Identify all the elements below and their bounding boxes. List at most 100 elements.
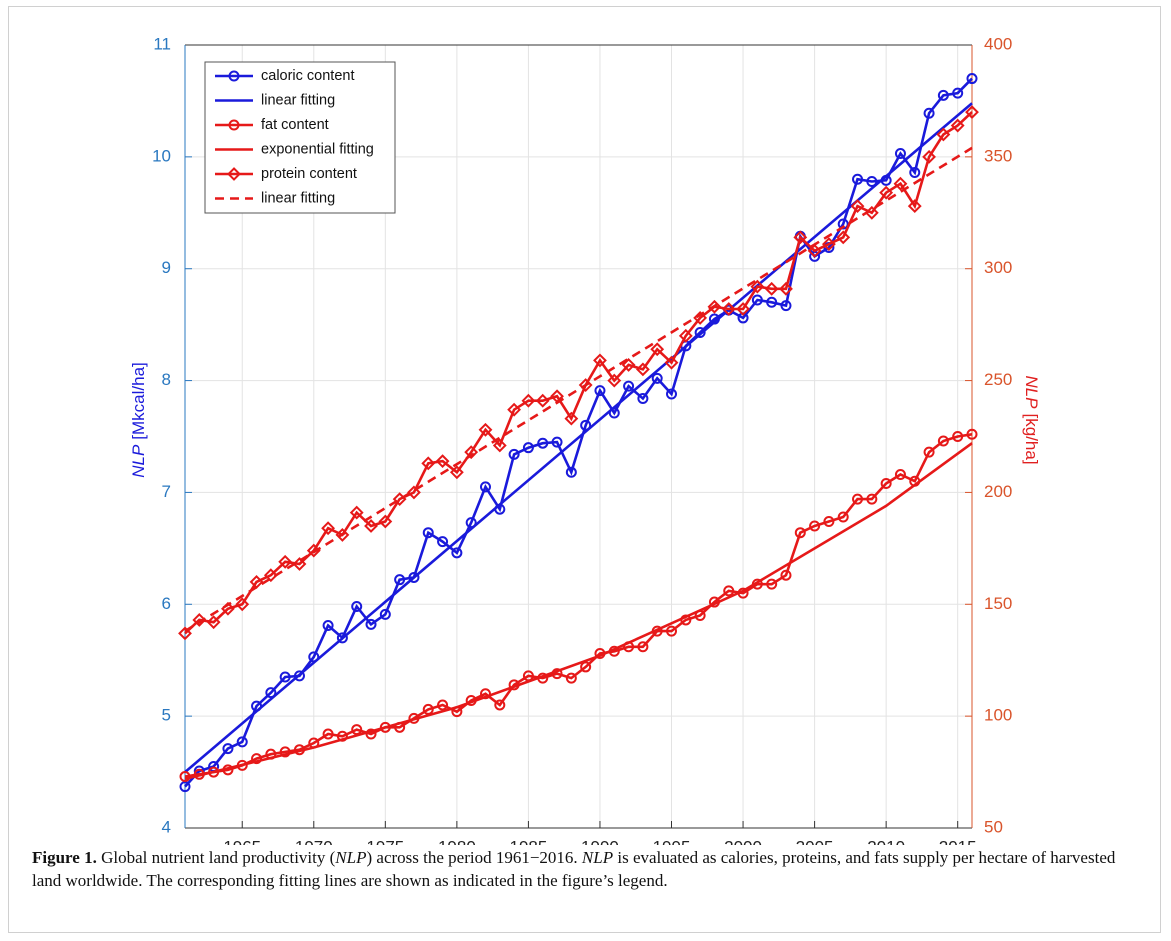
- legend-label: linear fitting: [261, 190, 335, 206]
- data-point: [593, 353, 607, 368]
- data-point: [594, 385, 606, 397]
- data-point: [607, 373, 622, 388]
- y-axis-label-unit: [Mkcal/ha]: [129, 362, 148, 439]
- y2-tick-label: 400: [984, 34, 1012, 53]
- data-point: [766, 578, 778, 590]
- caption-text: Global nutrient land productivity (: [101, 848, 336, 867]
- y2-tick-label: 300: [984, 258, 1012, 277]
- figure-frame: [8, 6, 1161, 933]
- data-point: [421, 456, 436, 471]
- data-point: [378, 514, 393, 529]
- series-line: [184, 442, 973, 781]
- x-tick-label: 1970: [295, 837, 333, 845]
- data-point: [880, 477, 892, 489]
- data-point: [651, 372, 663, 384]
- data-point: [365, 728, 377, 740]
- data-point: [823, 516, 835, 528]
- data-point: [736, 302, 750, 316]
- caption-label: Figure 1.: [32, 848, 97, 867]
- data-point: [637, 392, 649, 404]
- data-point: [322, 620, 334, 632]
- data-point: [852, 493, 864, 505]
- legend-label: exponential fitting: [261, 141, 374, 157]
- data-point: [435, 454, 450, 469]
- data-point: [437, 699, 449, 711]
- data-point: [751, 294, 763, 306]
- data-point: [723, 585, 735, 597]
- data-point: [508, 448, 520, 460]
- y-tick-label: 10: [152, 146, 171, 165]
- data-point: [952, 87, 964, 99]
- legend-marker: [227, 167, 241, 181]
- data-point: [966, 73, 978, 85]
- data-point: [365, 618, 377, 630]
- data-point: [580, 661, 592, 673]
- x-tick-label: 1990: [581, 837, 619, 845]
- data-point: [950, 118, 965, 133]
- series-line: [184, 102, 973, 774]
- data-point: [235, 597, 250, 612]
- data-point: [336, 632, 348, 644]
- y2-tick-label: 200: [984, 482, 1012, 501]
- data-point: [192, 613, 207, 627]
- data-point: [779, 281, 793, 296]
- data-point: [780, 569, 792, 581]
- y2-axis-label-unit: [kg/ha]: [1022, 414, 1041, 465]
- x-tick-label: 1995: [653, 837, 691, 845]
- data-point: [965, 105, 979, 120]
- data-point: [279, 746, 291, 758]
- data-point: [236, 736, 248, 748]
- data-point: [251, 753, 263, 765]
- data-point: [793, 230, 808, 245]
- data-point: [565, 672, 577, 684]
- data-point: [321, 521, 336, 536]
- data-point: [922, 149, 936, 164]
- data-point: [349, 505, 364, 520]
- data-point: [750, 279, 765, 294]
- data-point: [894, 469, 906, 481]
- caption-text: NLP: [581, 848, 614, 867]
- data-point: [379, 608, 391, 620]
- chart: NLP [Mkcal/ha] NLP [kg/ha] 1965 1970 1975 198…: [129, 34, 1041, 845]
- data-point: [263, 568, 278, 583]
- data-point: [666, 625, 678, 637]
- data-point: [923, 446, 935, 458]
- data-point: [909, 167, 921, 179]
- legend-label: fat content: [261, 117, 329, 133]
- x-tick-label: 2005: [796, 837, 834, 845]
- data-point: [937, 435, 949, 447]
- data-point: [879, 185, 894, 200]
- data-point: [580, 419, 592, 431]
- legend-box: [204, 61, 396, 214]
- data-point: [936, 127, 951, 142]
- data-point: [265, 687, 277, 699]
- data-point: [621, 357, 636, 372]
- data-point: [907, 199, 922, 213]
- caption-text: is evaluated as calories, proteins, and …: [32, 848, 1116, 890]
- data-point: [637, 641, 649, 653]
- data-point: [178, 626, 192, 641]
- data-point: [465, 517, 477, 529]
- x-tick-label: 2015: [939, 837, 977, 845]
- legend-marker: [228, 119, 240, 131]
- legend-label: protein content: [261, 166, 357, 182]
- data-point: [623, 380, 635, 392]
- data-point: [952, 431, 964, 442]
- series-line: [184, 433, 973, 778]
- data-point: [635, 362, 650, 377]
- data-point: [278, 554, 293, 569]
- caption: Figure 1. Global nutrient land productiv…: [32, 846, 1142, 892]
- data-point: [678, 328, 693, 343]
- data-point: [451, 547, 463, 559]
- y-tick-label: 7: [162, 482, 171, 501]
- data-point: [279, 671, 291, 683]
- y-tick-label: 5: [162, 706, 171, 725]
- y-tick-label: 6: [162, 594, 171, 613]
- data-point: [293, 670, 305, 682]
- data-point: [766, 296, 778, 308]
- data-point: [764, 281, 779, 296]
- y2-axis-label: NLP [kg/ha]: [1022, 375, 1041, 464]
- data-point: [479, 481, 491, 493]
- series-line: [184, 146, 973, 633]
